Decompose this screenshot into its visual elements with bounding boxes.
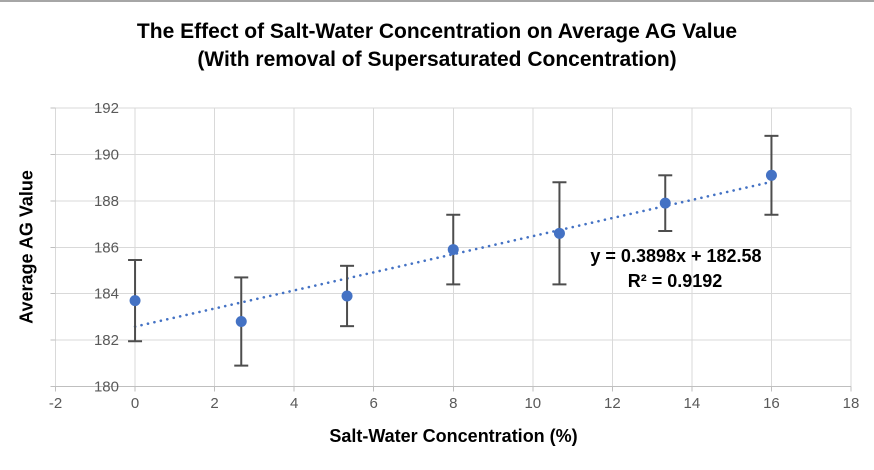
- data-point: [447, 244, 459, 256]
- x-tick-label: 0: [131, 395, 139, 412]
- chart-subtitle: (With removal of Supersaturated Concentr…: [197, 48, 677, 71]
- data-point: [659, 197, 671, 209]
- x-tick-label: 4: [290, 395, 298, 412]
- data-point: [765, 169, 777, 181]
- y-tick-label: 190: [94, 146, 119, 163]
- data-point: [129, 295, 141, 307]
- tick-labels: 180 182 184 186 188 190 192 -2 0 2 4 6 8 10 12 14 16 18: [49, 100, 860, 412]
- x-tick-label: 8: [449, 395, 457, 412]
- x-tick-label: 10: [524, 395, 541, 412]
- data-point: [235, 316, 247, 328]
- y-tick-label: 180: [94, 379, 119, 396]
- data-point: [341, 290, 353, 302]
- x-tick-label: 2: [210, 395, 218, 412]
- y-tick-label: 182: [94, 332, 119, 349]
- x-tick-label: 16: [763, 395, 780, 412]
- y-tick-label: 188: [94, 193, 119, 210]
- x-axis-title: Salt-Water Concentration (%): [329, 426, 578, 446]
- x-tick-label: 6: [370, 395, 378, 412]
- data-points: [129, 169, 777, 328]
- axis-lines: [50, 107, 852, 392]
- trendline-equation: y = 0.3898x + 182.58 R² = 0.9192: [590, 246, 761, 291]
- chart-title-block: The Effect of Salt-Water Concentration o…: [0, 18, 874, 74]
- x-tick-label: 12: [604, 395, 621, 412]
- x-tick-label: 18: [843, 395, 860, 412]
- y-tick-label: 184: [94, 286, 119, 303]
- equation-label: y = 0.3898x + 182.58: [590, 246, 761, 266]
- data-point: [553, 227, 565, 239]
- y-tick-label: 186: [94, 239, 119, 256]
- x-tick-label: 14: [684, 395, 701, 412]
- y-tick-label: 192: [94, 100, 119, 117]
- r-squared-label: R² = 0.9192: [628, 271, 723, 291]
- x-tick-label: -2: [49, 395, 62, 412]
- chart-title: The Effect of Salt-Water Concentration o…: [136, 20, 738, 43]
